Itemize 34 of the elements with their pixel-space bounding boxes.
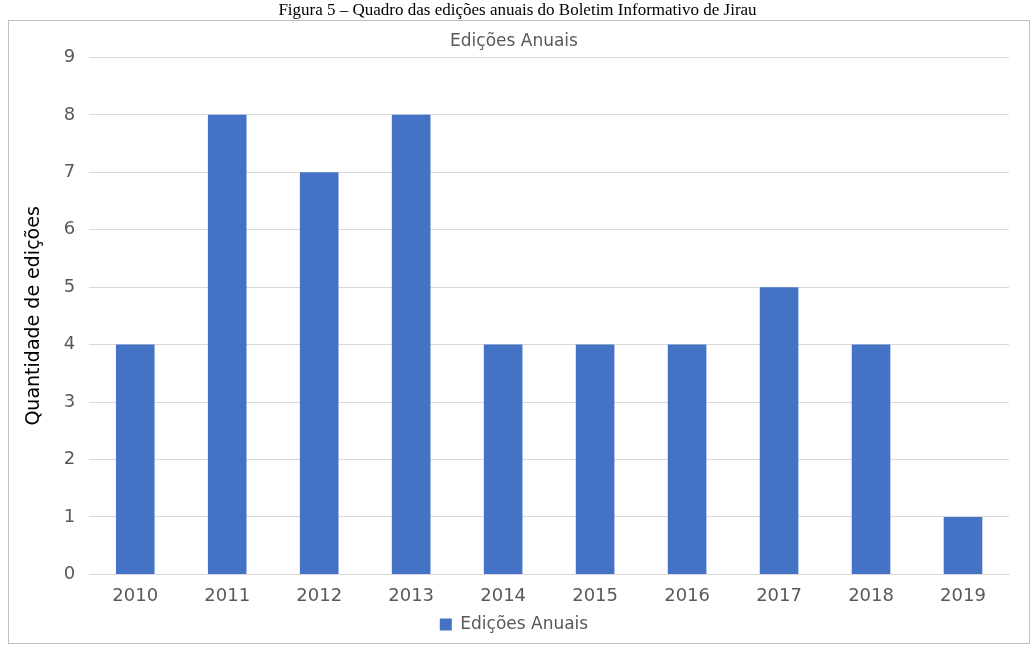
x-tick-label: 2013 <box>388 583 435 605</box>
bar <box>943 516 983 574</box>
x-tick-label: 2018 <box>848 583 894 605</box>
y-tick-label: 7 <box>63 159 76 181</box>
y-tick-label: 5 <box>63 274 76 296</box>
bar <box>667 344 707 574</box>
bar <box>207 114 247 574</box>
chart-title: Figura 5 – Quadro das edições anuais do Boletim Informativo de Jirau <box>277 0 758 20</box>
bar <box>115 344 155 574</box>
bar <box>299 172 339 574</box>
x-tick-label: 2017 <box>756 583 802 605</box>
y-tick-label: 9 <box>63 45 76 67</box>
y-tick-label: 4 <box>63 332 76 354</box>
bar <box>391 114 431 574</box>
y-tick-label: 3 <box>63 389 76 411</box>
x-tick-label: 2015 <box>572 583 619 605</box>
chart-subtitle: Edições Anuais <box>450 29 579 50</box>
y-tick-label: 0 <box>63 562 76 584</box>
y-tick-label: 2 <box>63 447 76 469</box>
x-tick-label: 2019 <box>940 583 986 605</box>
bar <box>851 344 891 574</box>
bar <box>575 344 615 574</box>
x-tick-label: 2016 <box>664 583 710 605</box>
y-tick-label: 6 <box>63 217 76 239</box>
legend-label: Edições Anuais <box>460 612 589 633</box>
x-tick-label: 2011 <box>204 583 251 605</box>
x-tick-label: 2012 <box>296 583 343 605</box>
y-tick-label: 1 <box>63 504 76 526</box>
x-tick-label: 2014 <box>480 583 527 605</box>
bar <box>483 344 523 574</box>
y-axis-title: Quantidade de edições <box>21 206 44 426</box>
y-tick-label: 8 <box>63 102 76 124</box>
x-tick-label: 2010 <box>112 583 159 605</box>
bar <box>759 287 799 574</box>
